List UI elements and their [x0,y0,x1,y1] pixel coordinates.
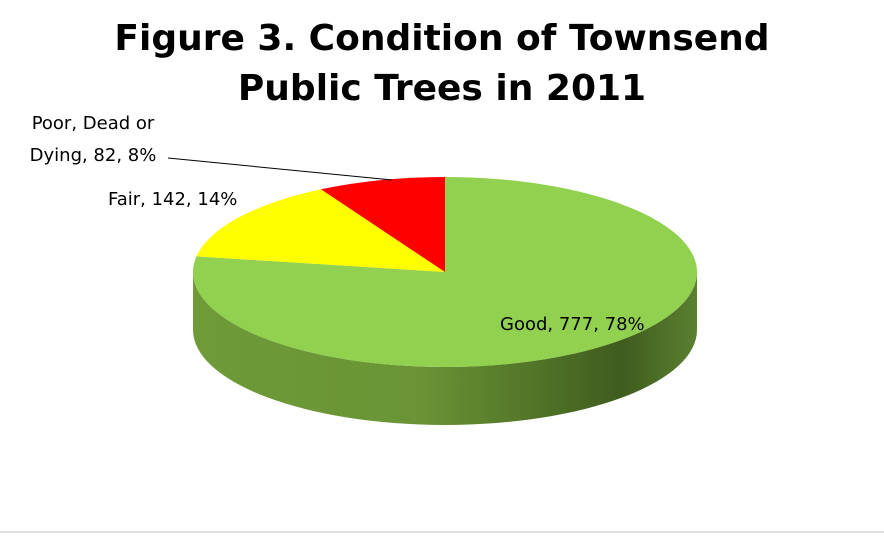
chart-title: Figure 3. Condition of Townsend Public T… [114,18,770,109]
data-label: Fair, 142, 14% [108,189,238,210]
slice [196,189,445,272]
slice-side [193,272,697,425]
data-label: Poor, Dead or Dying, 82, 8% [29,113,157,166]
slice [320,177,445,272]
data-label: Good, 777, 78% [500,314,645,335]
leader-line [167,157,393,181]
